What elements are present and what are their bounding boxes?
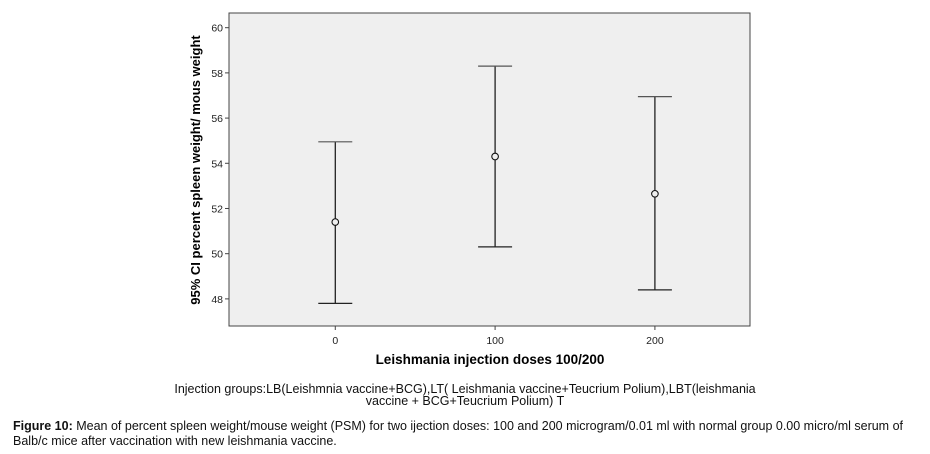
y-tick-label: 52: [211, 203, 223, 215]
caption-text: Mean of percent spleen weight/mouse weig…: [13, 419, 903, 448]
x-tick-label: 0: [332, 335, 338, 347]
note-line-2: vaccine + BCG+Teucrium Polium) T: [365, 394, 565, 408]
x-tick-label: 100: [486, 335, 504, 347]
y-tick-label: 60: [211, 23, 223, 35]
plot-area: [228, 12, 751, 327]
y-tick-label: 56: [211, 113, 223, 125]
mean-point: [331, 218, 340, 226]
x-tick-label: 200: [646, 335, 664, 347]
error-bar-chart: 48 50 52 54 56 58 60 0 100 200 95% CI percent sp…: [188, 12, 751, 367]
y-tick-label: 58: [211, 68, 223, 80]
mean-point: [491, 152, 499, 161]
mean-point: [651, 189, 659, 198]
x-axis-label: Leishmania injection doses 100/200: [376, 352, 605, 367]
y-tick-label: 50: [211, 249, 223, 261]
y-axis-label: 95% CI percent spleen weight/ mous weigh…: [188, 35, 203, 305]
figure-caption: Figure 10: Mean of percent spleen weight…: [13, 419, 928, 449]
caption-label: Figure 10:: [13, 419, 73, 433]
note-line-1: Injection groups:LB(Leishmnia vaccine+BC…: [174, 382, 756, 396]
y-tick-label: 54: [211, 158, 223, 170]
injection-groups-note: Injection groups:LB(Leishmnia vaccine+BC…: [0, 382, 930, 408]
y-tick-label: 48: [211, 294, 223, 306]
